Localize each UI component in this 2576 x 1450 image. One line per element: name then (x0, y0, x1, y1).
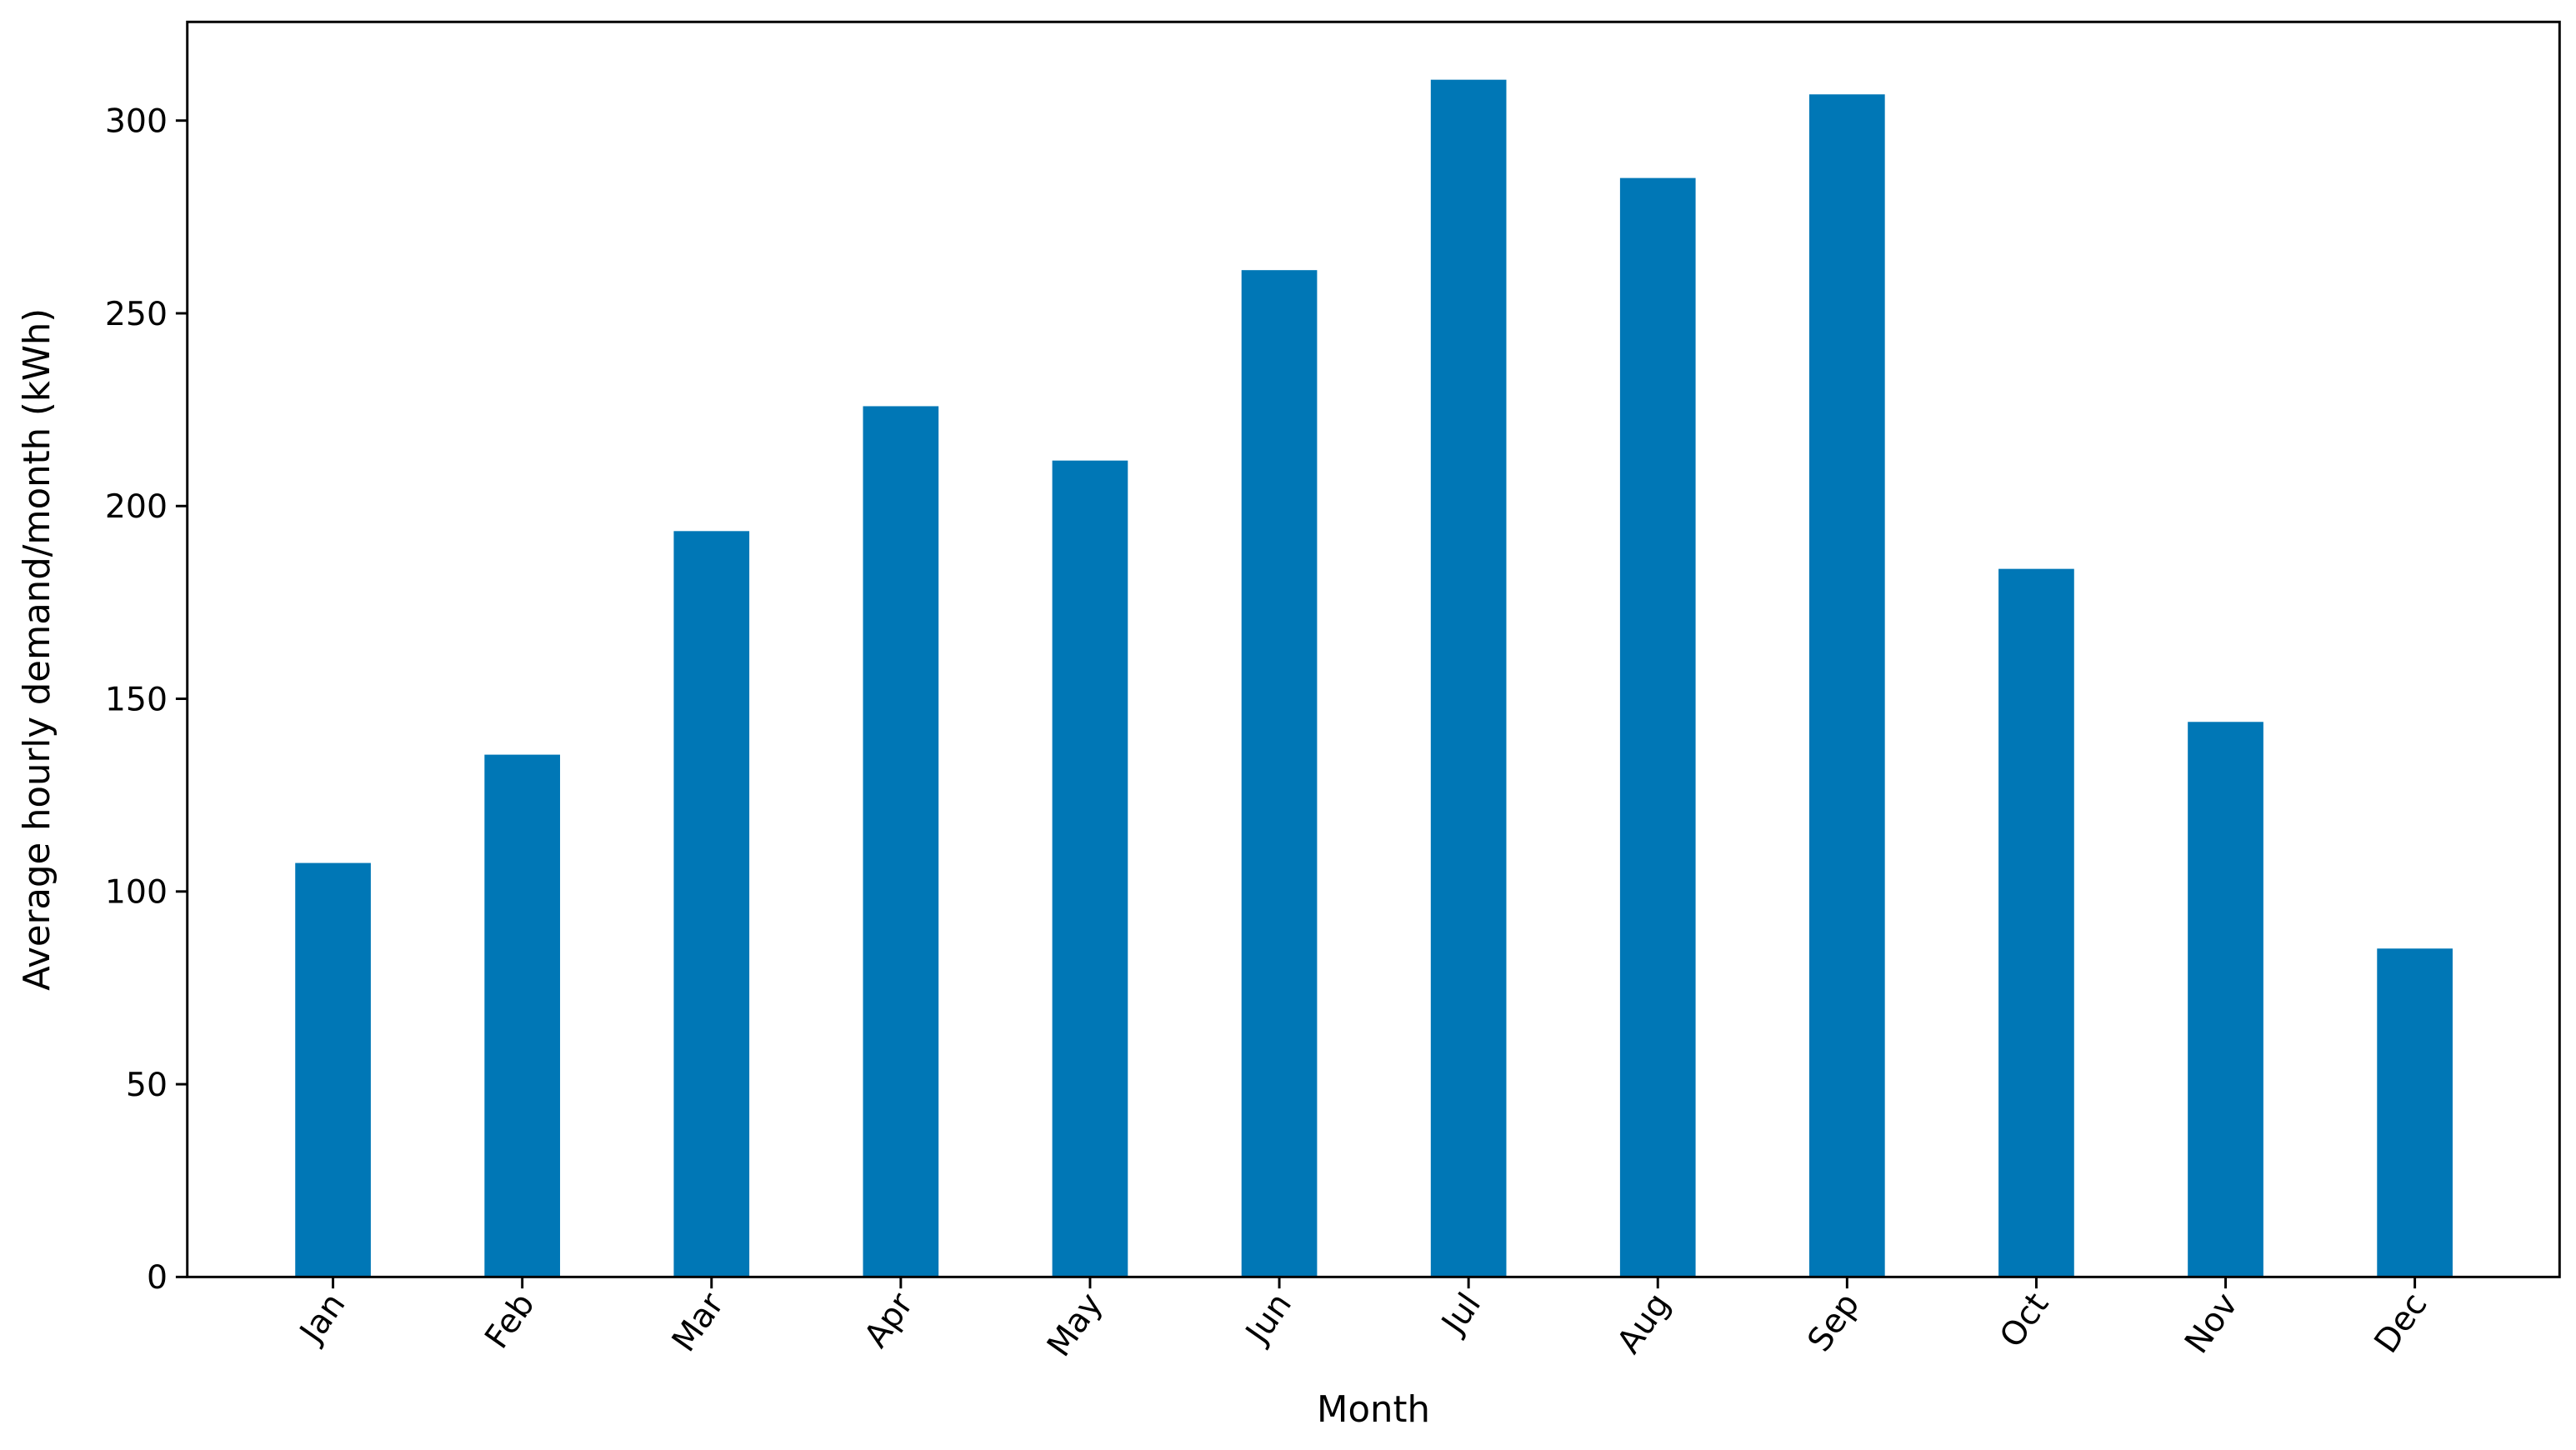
y-tick-label: 250 (105, 295, 168, 333)
y-tick-label: 300 (105, 102, 168, 140)
y-tick-label: 0 (147, 1258, 168, 1297)
bar (673, 531, 750, 1278)
bar (2188, 722, 2263, 1278)
y-axis-label: Average hourly demand/month (kWh) (17, 308, 58, 991)
bar (295, 862, 371, 1278)
bar (1052, 460, 1128, 1278)
x-axis-label: Month (1317, 1389, 1430, 1431)
y-tick-label: 200 (105, 488, 168, 526)
y-tick-label: 150 (105, 680, 168, 718)
y-tick-label: 50 (126, 1066, 168, 1104)
bar (1241, 270, 1318, 1278)
bar (1998, 568, 2074, 1278)
plot-frame (186, 20, 2561, 1278)
bar (1430, 79, 1507, 1278)
bar (1619, 178, 1696, 1278)
bar (863, 406, 939, 1278)
bar (1809, 94, 1885, 1278)
bar (2377, 948, 2453, 1278)
bar (484, 754, 561, 1278)
y-tick-label: 100 (105, 873, 168, 912)
